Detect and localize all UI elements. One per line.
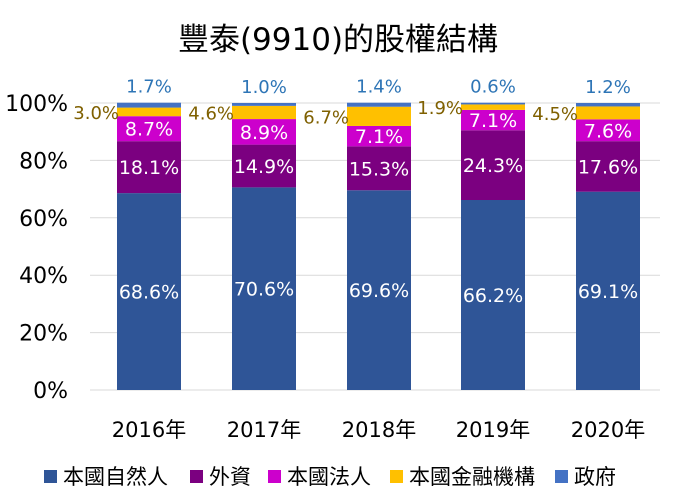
legend-label: 本國自然人 xyxy=(63,465,168,489)
x-tick-label: 2016年 xyxy=(112,418,186,442)
bar-segment xyxy=(576,141,640,192)
bar-segment xyxy=(461,200,525,390)
y-axis-ticks: 0% 20% 40% 60% 80% 100% xyxy=(5,92,68,404)
data-label: 7.1% xyxy=(355,126,403,148)
data-label: 1.2% xyxy=(585,77,631,98)
y-tick-label: 80% xyxy=(19,149,68,174)
data-label: 1.7% xyxy=(126,77,172,98)
x-tick-label: 2019年 xyxy=(456,418,530,442)
data-label: 69.6% xyxy=(349,280,409,302)
bar-segment xyxy=(117,193,181,390)
legend-swatch xyxy=(390,470,403,483)
bar-segment xyxy=(347,125,411,147)
y-tick-label: 100% xyxy=(5,92,68,117)
data-label: 14.9% xyxy=(234,156,294,178)
data-label: 1.9% xyxy=(417,98,463,119)
data-label: 7.1% xyxy=(469,110,517,132)
y-tick-label: 40% xyxy=(19,264,68,289)
bar-segment xyxy=(576,119,640,142)
data-label: 7.6% xyxy=(584,120,632,142)
bars xyxy=(117,102,640,390)
bar-segment xyxy=(347,106,411,126)
bar-segment xyxy=(461,109,525,131)
data-label: 24.3% xyxy=(463,155,523,177)
data-label: 17.6% xyxy=(578,156,638,178)
x-axis-ticks: 2016年 2017年 2018年 2019年 2020年 xyxy=(112,418,645,442)
bar-segment xyxy=(232,119,296,145)
data-labels: 68.6% 18.1% 8.7% 3.0% 1.7% 70.6% 14.9% 8.9% 4.6%… xyxy=(73,77,638,307)
data-label: 8.9% xyxy=(240,122,288,144)
bar-segment xyxy=(117,116,181,142)
y-tick-label: 20% xyxy=(19,322,68,347)
legend-item: 本國自然人 xyxy=(44,465,168,489)
bar-segment xyxy=(232,144,296,188)
legend-item: 本國法人 xyxy=(268,465,371,489)
data-label: 69.1% xyxy=(578,281,638,303)
bar-segment xyxy=(117,141,181,194)
legend-label: 外資 xyxy=(209,465,251,489)
data-label: 15.3% xyxy=(349,158,409,180)
legend-label: 本國法人 xyxy=(287,465,371,489)
bar-segment xyxy=(461,130,525,201)
data-label: 4.5% xyxy=(532,104,578,125)
legend-item: 外資 xyxy=(190,465,251,489)
legend: 本國自然人 外資 本國法人 本國金融機構 政府 xyxy=(44,465,616,489)
chart-title: 豐泰(9910)的股權結構 xyxy=(178,22,498,58)
x-tick-label: 2017年 xyxy=(227,418,301,442)
bar-segment xyxy=(461,104,525,110)
data-label: 1.4% xyxy=(356,77,402,98)
legend-swatch xyxy=(44,470,57,483)
legend-swatch xyxy=(190,470,203,483)
bar-segment xyxy=(347,102,411,107)
bar-segment xyxy=(117,107,181,117)
legend-swatch xyxy=(268,470,281,483)
bar-segment xyxy=(576,103,640,107)
bar-segment xyxy=(232,105,296,120)
x-tick-label: 2020年 xyxy=(571,418,645,442)
legend-item: 本國金融機構 xyxy=(390,465,535,489)
bar-segment xyxy=(347,190,411,390)
data-label: 0.6% xyxy=(470,77,516,98)
data-label: 6.7% xyxy=(303,107,349,128)
bar-segment xyxy=(117,102,181,108)
data-label: 66.2% xyxy=(463,285,523,307)
data-label: 8.7% xyxy=(125,119,173,141)
bar-segment xyxy=(232,187,296,390)
bar-segment xyxy=(347,146,411,191)
data-label: 70.6% xyxy=(234,279,294,301)
legend-item: 政府 xyxy=(555,465,616,489)
y-tick-label: 60% xyxy=(19,207,68,232)
bar-segment xyxy=(461,102,525,105)
bar-segment xyxy=(232,103,296,106)
data-label: 4.6% xyxy=(188,103,234,124)
legend-label: 本國金融機構 xyxy=(409,465,535,489)
legend-swatch xyxy=(555,470,568,483)
data-label: 68.6% xyxy=(119,282,179,304)
y-tick-label: 0% xyxy=(33,379,68,404)
data-label: 1.0% xyxy=(241,77,287,98)
bar-segment xyxy=(576,191,640,390)
data-label: 18.1% xyxy=(119,157,179,179)
x-tick-label: 2018年 xyxy=(342,418,416,442)
data-label: 3.0% xyxy=(73,103,119,124)
legend-label: 政府 xyxy=(574,465,616,489)
bar-segment xyxy=(576,106,640,120)
